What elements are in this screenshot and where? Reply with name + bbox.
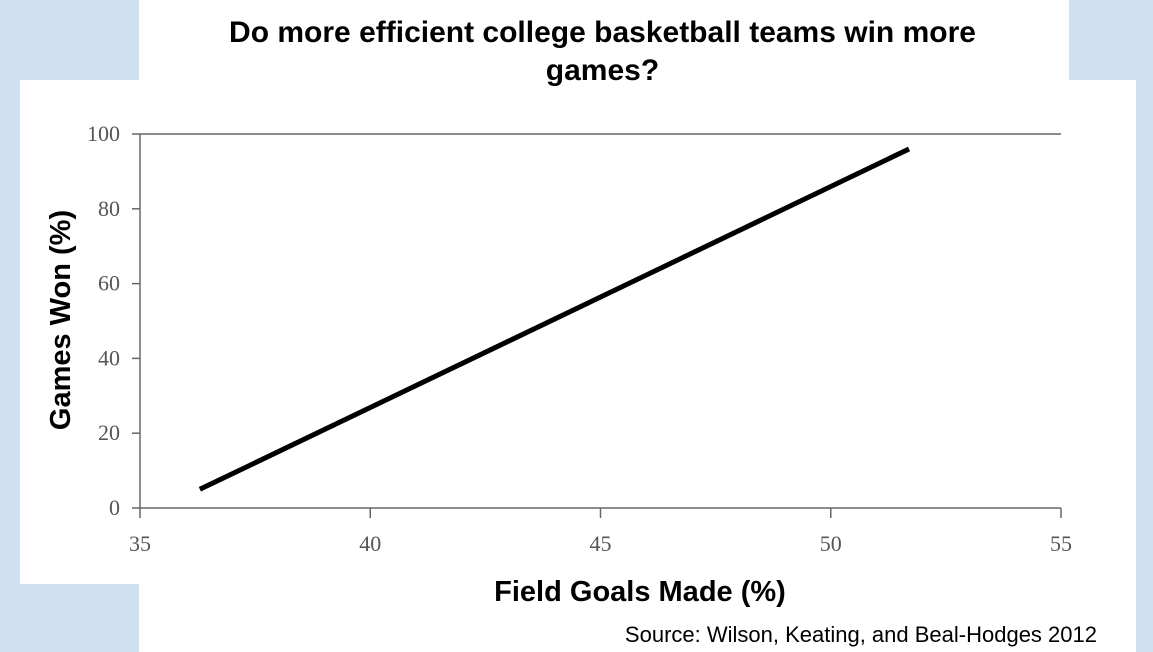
y-tick-label: 0: [109, 495, 120, 520]
background-panel-middle: [20, 80, 1136, 584]
y-tick-label: 60: [98, 271, 120, 296]
y-tick-label: 100: [87, 121, 120, 146]
x-tick-label: 35: [129, 531, 151, 556]
x-tick-label: 40: [359, 531, 381, 556]
x-tick-label: 50: [820, 531, 842, 556]
x-axis-label: Field Goals Made (%): [494, 576, 786, 608]
axes: 0 20 40 60 80 100 35 40 45 50 55: [87, 121, 1072, 556]
y-axis-label: Games Won (%): [45, 210, 77, 430]
x-tick-label: 45: [590, 531, 612, 556]
y-tick-label: 80: [98, 196, 120, 221]
background-panel-top: [139, 0, 1069, 82]
background-panel-bottom: [139, 584, 1136, 652]
chart-title: Do more efficient college basketball tea…: [229, 16, 976, 87]
source-note: Source: Wilson, Keating, and Beal-Hodges…: [624, 622, 1097, 647]
y-tick-label: 20: [98, 420, 120, 445]
series-layer: [198, 146, 911, 492]
x-tick-label: 55: [1050, 531, 1072, 556]
series-line: [198, 146, 911, 492]
y-tick-label: 40: [98, 345, 120, 370]
